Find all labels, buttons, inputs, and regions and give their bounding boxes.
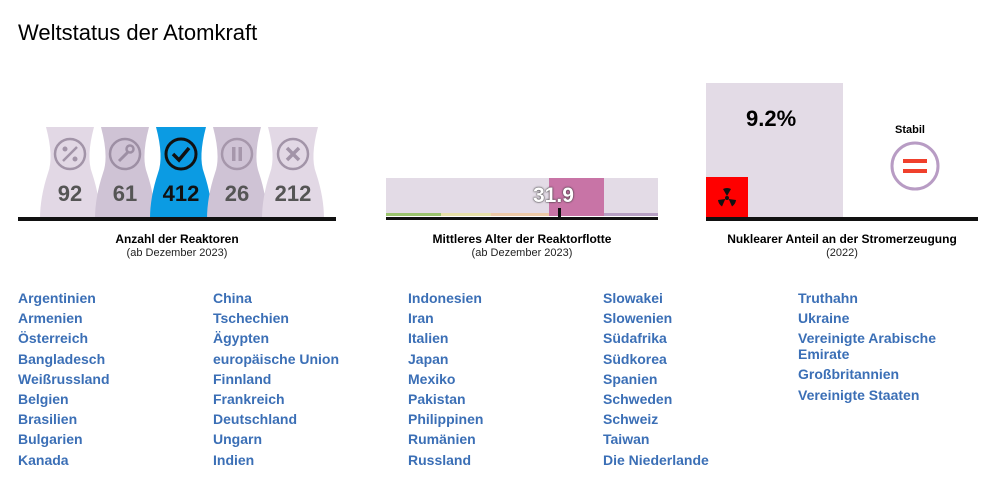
country-link[interactable]: Frankreich [213, 391, 285, 408]
country-link[interactable]: Kanada [18, 451, 69, 468]
radiation-icon [718, 188, 736, 207]
country-link[interactable]: Südkorea [603, 350, 667, 367]
reactor-baseline [18, 217, 336, 221]
reactor-count-operational: 412 [162, 181, 200, 206]
nuclear-share-value: 9.2% [746, 106, 797, 131]
country-link[interactable]: Armenien [18, 310, 83, 327]
reactor-count-suspended: 26 [224, 181, 250, 206]
country-link[interactable]: Schweden [603, 391, 673, 408]
country-link[interactable]: Österreich [18, 330, 89, 347]
country-link[interactable]: Indien [213, 451, 255, 468]
age-value: 31.9 [533, 184, 574, 207]
tower-operational[interactable]: 412 [150, 127, 212, 219]
country-link[interactable]: Belgien [18, 391, 69, 408]
country-link[interactable]: Ungarn [213, 431, 262, 448]
country-link[interactable]: Deutschland [213, 411, 298, 428]
tower-suspended[interactable]: 26 [207, 127, 267, 219]
age-subcaption: (ab Dezember 2023) [471, 247, 573, 259]
wrench-percent-icon [53, 137, 87, 171]
country-link[interactable]: Italien [408, 330, 449, 347]
country-link[interactable]: Philippinen [408, 411, 484, 428]
country-link[interactable]: Weißrussland [18, 370, 110, 387]
age-bar [386, 178, 658, 216]
checkmark-icon [164, 137, 198, 171]
tower-under-construction[interactable]: 61 [95, 127, 155, 219]
wrench-icon [108, 137, 142, 171]
x-icon [276, 137, 310, 171]
country-link[interactable]: Schweiz [603, 411, 659, 428]
page-title: Weltstatus der Atomkraft [18, 20, 258, 45]
pause-icon [220, 137, 254, 171]
reactor-count-planned: 92 [57, 181, 83, 206]
country-column-1: Argentinien Armenien Österreich Banglade… [18, 288, 203, 470]
share-subcaption: (2022) [826, 247, 858, 259]
reactor-count-panel: 92 61 412 26 212 [18, 125, 336, 225]
trend-label: Stabil [895, 124, 925, 136]
tower-planned[interactable]: 92 [40, 127, 100, 219]
country-link[interactable]: Bangladesch [18, 350, 106, 367]
country-link[interactable]: Japan [408, 350, 449, 367]
equals-trend-icon [890, 141, 940, 191]
nuclear-share-block [706, 177, 748, 219]
age-tick [558, 208, 561, 220]
country-link[interactable]: Truthahn [798, 290, 858, 306]
country-link[interactable]: Ukraine [798, 310, 850, 327]
country-link[interactable]: Spanien [603, 370, 658, 387]
country-link[interactable]: europäische Union [213, 350, 340, 367]
country-link[interactable]: Pakistan [408, 391, 466, 408]
share-baseline [706, 217, 978, 221]
age-caption: Mittleres Alter der Reaktorflotte [432, 232, 612, 246]
country-link[interactable]: Tschechien [213, 310, 289, 327]
country-link[interactable]: Argentinien [18, 290, 96, 306]
country-column-5: Truthahn Ukraine Vereinigte Arabische Em… [798, 288, 968, 405]
country-link[interactable]: Vereinigte Arabische Emirate [798, 330, 936, 363]
reactor-caption: Anzahl der Reaktoren [115, 232, 239, 246]
country-link[interactable]: Die Niederlande [603, 451, 709, 468]
share-caption: Nuklearer Anteil an der Stromerzeugung [727, 232, 957, 246]
country-link[interactable]: Taiwan [603, 431, 650, 448]
country-link[interactable]: Slowakei [603, 290, 663, 306]
country-link[interactable]: Finnland [213, 370, 272, 387]
reactor-count-shutdown: 212 [274, 181, 312, 206]
reactor-subcaption: (ab Dezember 2023) [126, 247, 228, 259]
country-link[interactable]: Mexiko [408, 370, 456, 387]
tower-shutdown[interactable]: 212 [262, 127, 324, 219]
country-link[interactable]: Iran [408, 310, 434, 327]
country-link[interactable]: Großbritannien [798, 366, 900, 383]
country-link[interactable]: Slowenien [603, 310, 673, 327]
country-link[interactable]: Brasilien [18, 411, 78, 428]
age-baseline [386, 217, 658, 220]
country-link[interactable]: Bulgarien [18, 431, 83, 448]
reactor-count-construction: 61 [112, 181, 138, 206]
country-link[interactable]: Indonesien [408, 290, 482, 306]
country-link[interactable]: Südafrika [603, 330, 667, 347]
country-link[interactable]: Rumänien [408, 431, 476, 448]
country-column-4: Slowakei Slowenien Südafrika Südkorea Sp… [603, 288, 788, 470]
country-link[interactable]: Russland [408, 451, 472, 468]
country-column-2: China Tschechien Ägypten europäische Uni… [213, 288, 398, 470]
country-column-3: Indonesien Iran Italien Japan Mexiko Pak… [408, 288, 593, 470]
country-link[interactable]: Vereinigte Staaten [798, 386, 920, 403]
country-link[interactable]: China [213, 290, 252, 306]
country-link[interactable]: Ägypten [213, 330, 269, 347]
